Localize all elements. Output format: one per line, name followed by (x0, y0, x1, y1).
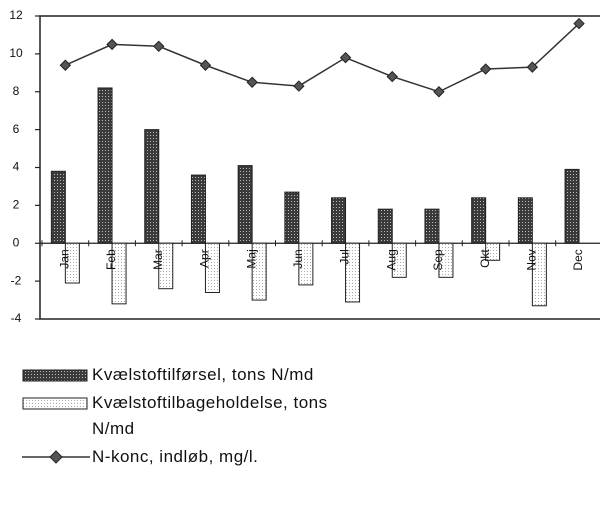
bar (111, 242, 127, 305)
legend-swatch (22, 397, 88, 410)
legend-label: Kvælstoftilførsel, tons N/md (92, 365, 314, 384)
y-tick-label: -4 (11, 311, 22, 325)
x-tick-label: Jun (291, 249, 305, 268)
bar (237, 165, 253, 244)
bar (471, 197, 487, 244)
line-series (65, 23, 580, 93)
bar (190, 174, 206, 244)
line-marker (199, 59, 212, 71)
x-tick-label: Nov (525, 249, 539, 270)
y-tick-label: 2 (13, 198, 20, 212)
x-tick-label: Mar (151, 249, 165, 270)
line-marker (386, 70, 398, 83)
bar (298, 242, 314, 286)
y-tick-label: 0 (13, 235, 20, 249)
x-tick-label: Maj (244, 249, 258, 268)
x-tick-label: Okt (478, 249, 492, 268)
bar (64, 242, 80, 284)
x-tick-label: Jan (58, 249, 72, 268)
legend-item: Kvælstoftilbageholdelse, tons N/md (22, 390, 362, 442)
y-tick-label: 12 (9, 8, 23, 22)
legend-swatch (22, 450, 90, 464)
chart: -4 -2 0 2 4 6 8 10 12 Jan Feb Mar Apr Maj Jun Jul Aug Sep… (9, 8, 600, 325)
bar (531, 242, 547, 307)
legend-item: Kvælstoftilførsel, tons N/md (22, 362, 362, 388)
line-marker (106, 38, 118, 51)
bar (97, 87, 113, 244)
bar (331, 197, 347, 244)
legend-label: N-konc, indløb, mg/l. (92, 447, 259, 466)
legend-label: Kvælstoftilbageholdelse, tons N/md (92, 393, 328, 438)
line-marker (153, 40, 165, 53)
bar (517, 197, 533, 244)
x-tick-label: Sep (431, 249, 445, 271)
line-marker (293, 80, 305, 92)
bar (204, 242, 220, 293)
y-tick-label: -2 (11, 273, 22, 287)
legend-item: N-konc, indløb, mg/l. (22, 444, 362, 470)
bar (50, 170, 66, 244)
bar (144, 129, 160, 244)
legend-swatch-box (22, 397, 88, 410)
bar (284, 191, 300, 244)
bar (377, 208, 393, 244)
y-tick-label: 6 (13, 122, 20, 136)
x-tick-label: Jul (338, 249, 352, 264)
y-tick-label: 8 (13, 84, 20, 98)
bar (485, 242, 501, 261)
line-marker (573, 17, 585, 30)
line-marker (59, 59, 72, 71)
legend: Kvælstoftilførsel, tons N/md Kvælstoftilb… (22, 362, 402, 472)
line-marker (526, 61, 539, 73)
bar (158, 242, 174, 290)
bar (391, 242, 407, 278)
y-tick-label: 10 (9, 46, 23, 60)
legend-swatch (22, 369, 88, 382)
line-marker (339, 51, 352, 64)
line-marker (246, 76, 258, 88)
bar (251, 242, 267, 301)
bar (564, 168, 580, 244)
y-tick-label: 4 (13, 160, 20, 174)
bar (345, 242, 361, 303)
line-marker (433, 86, 445, 98)
line-marker (479, 63, 492, 75)
legend-swatch-marker (49, 450, 63, 464)
legend-swatch-box (22, 369, 88, 382)
x-tick-label: Aug (384, 249, 398, 270)
x-tick-label: Apr (198, 249, 212, 268)
bar (438, 242, 454, 278)
x-tick-label: Feb (104, 249, 118, 270)
bar (424, 208, 440, 244)
x-tick-label: Dec (571, 249, 585, 270)
